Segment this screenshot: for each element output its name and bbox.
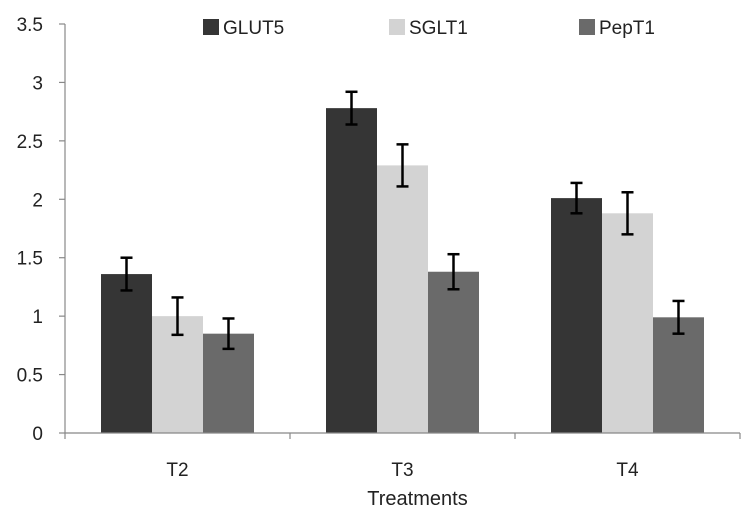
legend-swatch-pept1 [579, 19, 595, 35]
y-tick-label: 1.5 [17, 249, 43, 270]
bars-layer [101, 108, 704, 433]
legend-swatch-glut5 [203, 19, 219, 35]
bar-sglt1-t4 [602, 213, 653, 433]
bar-glut5-t2 [101, 274, 152, 433]
bar-glut5-t4 [551, 198, 602, 433]
legend-label-sglt1: SGLT1 [409, 18, 468, 39]
x-tick-label: T3 [391, 460, 413, 481]
y-tick-label: 2 [32, 190, 43, 211]
axes-layer [64, 24, 740, 434]
y-tick-label: 2.5 [17, 132, 43, 153]
y-tick-label: 1 [32, 307, 43, 328]
y-tick-label: 0 [32, 424, 43, 445]
y-ticks: 0 0.5 1 1.5 2 2.5 3 3.5 [17, 15, 65, 445]
bar-pept1-t2 [203, 333, 254, 433]
x-tick-label: T2 [166, 460, 188, 481]
y-tick-label: 3.5 [17, 15, 43, 36]
error-bars-layer [120, 90, 685, 351]
y-tick-label: 3 [32, 73, 43, 94]
legend-swatch-sglt1 [389, 19, 405, 35]
x-ticks: T2 T3 T4 [64, 433, 741, 481]
bar-glut5-t3 [326, 108, 377, 433]
bar-pept1-t3 [428, 271, 479, 433]
bar-sglt1-t3 [377, 165, 428, 433]
legend-label-glut5: GLUT5 [223, 18, 284, 39]
legend-label-pept1: PepT1 [599, 18, 655, 39]
x-axis-title: Treatments [367, 488, 467, 510]
x-tick-label: T4 [616, 460, 639, 481]
y-tick-label: 0.5 [17, 366, 43, 387]
legend: GLUT5 SGLT1 PepT1 [203, 18, 655, 39]
bar-pept1-t4 [653, 317, 704, 433]
